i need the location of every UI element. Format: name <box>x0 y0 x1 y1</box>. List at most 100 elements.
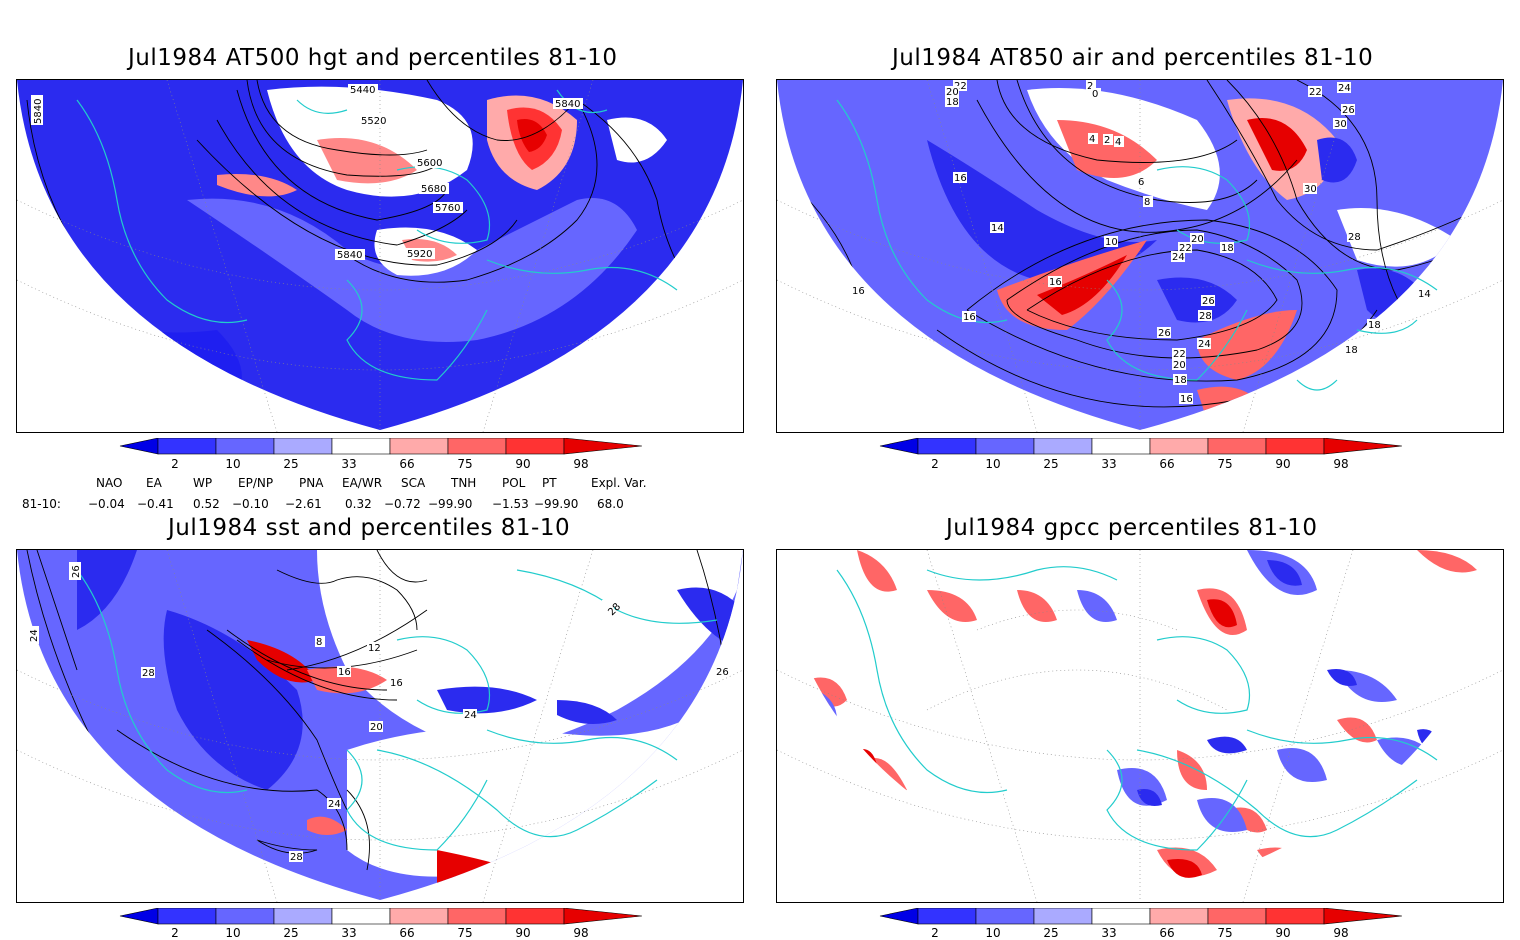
contour-label: 28 <box>290 852 303 863</box>
cbar-seg <box>273 438 333 455</box>
contour-label: 24 <box>1198 339 1211 350</box>
cbar-tick: 98 <box>1333 926 1348 940</box>
cbar-seg <box>917 908 977 925</box>
contour-label: 16 <box>954 173 967 184</box>
index-value: −0.04 <box>88 497 125 511</box>
index-header: NAO <box>96 476 123 490</box>
cbar-seg <box>389 908 449 925</box>
cbar-tick: 90 <box>1275 457 1290 471</box>
contour-label: 18 <box>1345 345 1358 356</box>
contour-label: 24 <box>328 799 341 810</box>
colorbar-top-left: 2 10 25 33 66 75 90 98 <box>119 438 643 471</box>
contour-label: 5520 <box>361 116 386 127</box>
contour-label: 22 <box>954 81 967 92</box>
cbar-tick: 33 <box>341 457 356 471</box>
contour-label: 20 <box>1173 360 1186 371</box>
contour-label: 2 <box>1104 135 1110 146</box>
contour-label: 24 <box>464 710 477 721</box>
map-panel-gpcc <box>776 549 1504 903</box>
contour-label: 20 <box>1191 234 1204 245</box>
cbar-seg <box>215 438 275 455</box>
cbar-tick: 98 <box>1333 457 1348 471</box>
index-value: −0.10 <box>232 497 269 511</box>
contour-label: 16 <box>852 286 865 297</box>
contour-label: 5600 <box>417 158 442 169</box>
index-value: −1.53 <box>492 497 529 511</box>
cbar-tick: 66 <box>399 457 414 471</box>
contour-label: 26 <box>1158 328 1171 339</box>
index-value: 68.0 <box>597 497 624 511</box>
contour-label: 0 <box>1092 89 1098 100</box>
cbar-tick: 10 <box>225 457 240 471</box>
cbar-seg <box>331 438 391 455</box>
index-value: −99.90 <box>534 497 579 511</box>
index-header: PT <box>542 476 557 490</box>
index-row-label: 81-10: <box>22 497 61 511</box>
cbar-seg <box>879 438 919 455</box>
cbar-seg <box>505 908 565 925</box>
contour-label: 26 <box>71 565 82 578</box>
cbar-seg <box>157 438 217 455</box>
index-value: −2.61 <box>285 497 322 511</box>
colorbar-top-right: 2 10 25 33 66 75 90 98 <box>879 438 1403 471</box>
cbar-seg <box>975 438 1035 455</box>
map-panel-air850: 22 20 18 2 0 24 22 26 30 4 2 4 6 8 30 16… <box>776 79 1504 433</box>
cbar-tick: 25 <box>1043 926 1058 940</box>
index-value: 0.52 <box>193 497 220 511</box>
index-header: Expl. Var. <box>591 476 647 490</box>
cbar-seg <box>1033 438 1093 455</box>
index-header: EA/WR <box>342 476 383 490</box>
cbar-tick: 10 <box>225 926 240 940</box>
index-value: −0.72 <box>384 497 421 511</box>
contour-label: 18 <box>1221 243 1234 254</box>
index-header: SCA <box>401 476 426 490</box>
cbar-seg <box>505 438 565 455</box>
cbar-tick: 2 <box>931 457 939 471</box>
cbar-seg <box>1207 908 1267 925</box>
cbar-seg <box>119 908 159 925</box>
contour-label: 14 <box>991 223 1004 234</box>
contour-label: 30 <box>1334 119 1347 130</box>
cbar-seg <box>1265 908 1325 925</box>
index-header: PNA <box>299 476 324 490</box>
contour-label: 30 <box>1304 184 1317 195</box>
contour-label: 28 <box>1348 232 1361 243</box>
contour-label: 28 <box>1199 311 1212 322</box>
cbar-tick: 75 <box>1217 926 1232 940</box>
cbar-tick: 66 <box>399 926 414 940</box>
contour-label: 16 <box>390 678 403 689</box>
contour-label: 5760 <box>435 203 460 214</box>
cbar-tick: 2 <box>931 926 939 940</box>
cbar-tick: 90 <box>515 926 530 940</box>
contour-label: 10 <box>1105 237 1118 248</box>
contour-label: 5840 <box>555 99 580 110</box>
contour-label: 16 <box>1049 277 1062 288</box>
index-value: 0.32 <box>345 497 372 511</box>
contour-label: 8 <box>1144 197 1150 208</box>
contour-label: 20 <box>370 722 383 733</box>
cbar-seg <box>879 908 919 925</box>
cbar-seg <box>389 438 449 455</box>
contour-label: 4 <box>1115 137 1121 148</box>
cbar-seg <box>1091 438 1151 455</box>
cbar-tick: 75 <box>457 926 472 940</box>
index-header: TNH <box>451 476 477 490</box>
cbar-seg <box>1207 438 1267 455</box>
cbar-seg <box>157 908 217 925</box>
contour-label: 14 <box>1418 289 1431 300</box>
cbar-tick: 25 <box>1043 457 1058 471</box>
index-header: WP <box>193 476 213 490</box>
cbar-seg <box>563 438 643 455</box>
cbar-tick: 75 <box>457 457 472 471</box>
cbar-tick: 2 <box>171 457 179 471</box>
cbar-seg <box>1149 438 1209 455</box>
cbar-seg <box>447 908 507 925</box>
contour-label: 24 <box>1172 252 1185 263</box>
cbar-tick: 90 <box>515 457 530 471</box>
cbar-seg <box>1091 908 1151 925</box>
contour-label: 6 <box>1138 177 1144 188</box>
cbar-seg <box>331 908 391 925</box>
cbar-tick: 33 <box>341 926 356 940</box>
panel-title-gpcc: Jul1984 gpcc percentiles 81-10 <box>946 515 1318 541</box>
cbar-seg <box>1149 908 1209 925</box>
